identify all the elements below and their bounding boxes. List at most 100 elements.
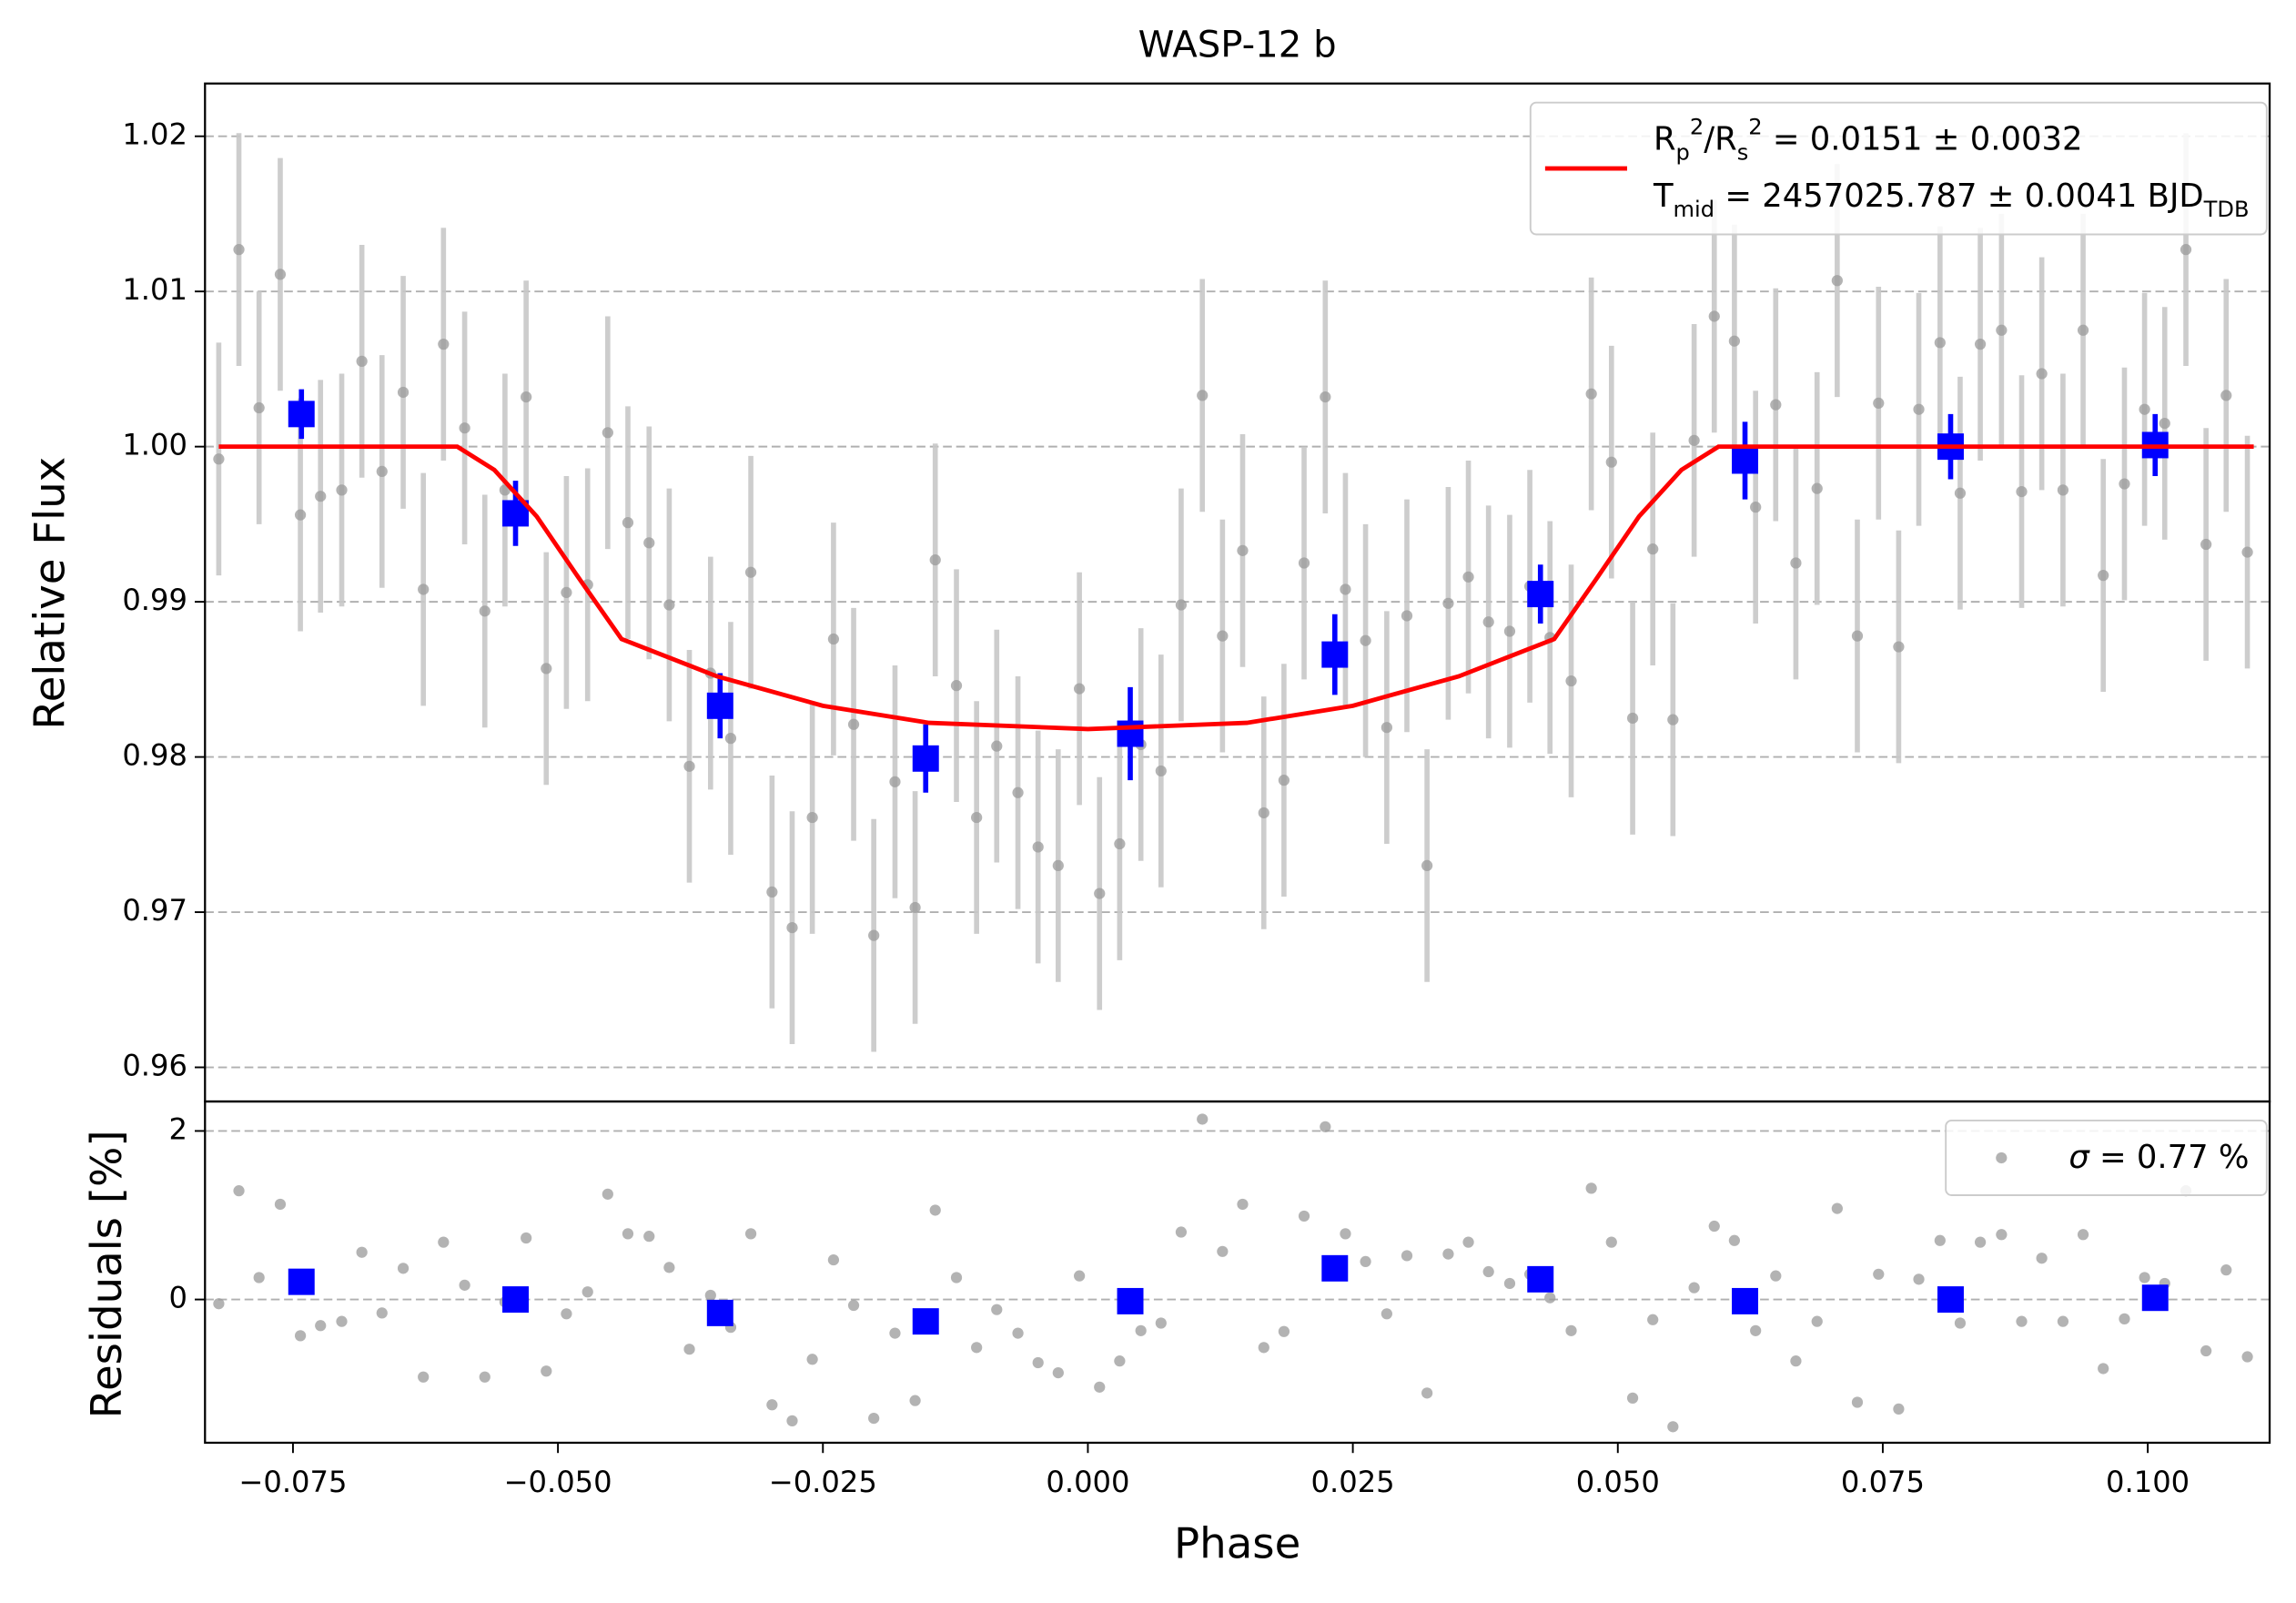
data-point [806,1354,818,1365]
data-point [2077,1229,2089,1241]
x-axis-label: Phase [1174,1520,1300,1569]
data-point [1401,610,1413,622]
binned-point [1937,1286,1964,1314]
data-point [2180,244,2192,256]
data-point [1770,399,1782,411]
data-point [1790,1355,1802,1367]
data-point [1482,1265,1494,1278]
data-point [1462,571,1474,583]
y-tick-label: 0.97 [122,893,187,928]
data-point [683,1344,695,1355]
data-point [1585,1182,1597,1194]
data-point [2139,403,2150,415]
data-point [1442,597,1454,609]
data-point [356,355,368,367]
data-point [1974,339,1987,350]
data-point [1360,634,1371,646]
data-point [2139,1272,2150,1283]
data-point [253,1272,265,1283]
binned-point [706,692,733,719]
binned-point [288,1268,315,1295]
data-point [1278,775,1290,786]
data-point [786,1415,798,1426]
data-point [561,586,572,599]
data-point [1175,1226,1188,1238]
data-point [1237,1198,1249,1211]
data-point [1421,1387,1433,1399]
legend-text: /R [1704,120,1737,157]
data-point [1647,543,1659,555]
data-point [663,599,675,611]
data-point [1237,544,1249,556]
data-point [274,269,287,280]
data-point [336,1315,348,1327]
data-point [1360,1255,1371,1268]
data-point [889,1327,901,1339]
data-point [1565,675,1577,687]
data-point [744,1228,757,1240]
legend-label: Tmid = 2457025.787 ± 0.0041 BJDTDB [1653,178,2250,222]
data-point [1175,599,1188,611]
legend-text: mid [1674,197,1715,222]
data-point [1688,434,1700,446]
data-point [1114,1355,1126,1367]
data-point [1012,1327,1024,1339]
data-point [929,553,941,566]
y-axis-label: Relative Flux [25,457,75,730]
data-point [2220,1264,2232,1276]
data-point [1217,1245,1229,1257]
data-point [1750,1324,1762,1336]
data-point [1421,859,1433,872]
data-point [1012,786,1024,798]
data-point [233,244,245,256]
x-tick-label: −0.075 [238,1465,347,1499]
legend-text: = 0.0151 ± 0.0032 [1763,120,2083,157]
y-tick-label: 1.01 [122,272,187,307]
data-point [1278,1325,1290,1337]
data-point [1934,1234,1946,1246]
binned-point [1321,1254,1349,1282]
binned-point [1527,581,1554,608]
data-point [418,583,430,595]
data-point [847,1299,860,1312]
data-point [356,1246,368,1258]
data-point [643,537,655,549]
data-point [1708,310,1720,322]
data-point [213,1298,225,1310]
data-point [1811,482,1823,494]
data-point [602,1188,613,1200]
data-point [806,811,818,824]
data-point [724,733,737,745]
data-point [1873,1268,1885,1280]
legend-text: p [1676,139,1690,165]
data-point [1381,1308,1392,1320]
data-point [991,1304,1003,1315]
y-tick-label: 1.02 [122,117,187,152]
data-point [971,811,983,824]
data-point [1320,391,1331,403]
binned-point [912,745,939,772]
data-point [1913,1273,1925,1285]
data-point [1565,1324,1577,1336]
data-point [971,1342,983,1354]
data-point [2098,1363,2109,1375]
data-point [1032,841,1044,853]
data-point [2077,324,2089,336]
binned-point [2141,1284,2169,1312]
data-point [1258,807,1269,819]
x-tick-label: −0.050 [504,1465,612,1499]
data-point [1074,683,1086,695]
data-point [1462,1236,1474,1248]
data-point [868,929,880,941]
data-point [1790,557,1802,569]
data-point [827,1253,840,1266]
data-point [1094,1381,1106,1393]
data-point [376,1307,388,1319]
data-point [1667,714,1679,725]
data-point [2200,538,2212,551]
data-point [1298,1210,1310,1223]
data-point [1094,888,1106,899]
data-point [521,391,532,403]
legend-text: σ [2068,1139,2090,1176]
